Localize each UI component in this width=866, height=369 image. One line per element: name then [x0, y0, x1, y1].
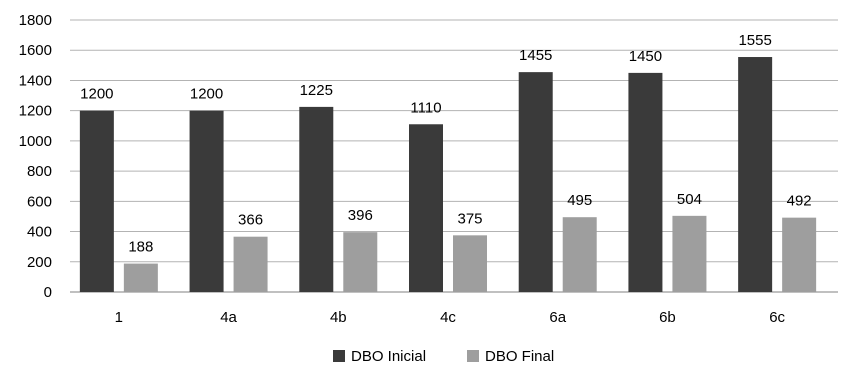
data-label: 1110 [410, 99, 441, 116]
y-tick-label: 800 [27, 163, 52, 180]
bar-dbo-final [782, 217, 817, 292]
x-tick-label: 4a [220, 309, 237, 326]
y-tick-label: 0 [44, 284, 52, 301]
x-tick-label: 6b [659, 309, 676, 326]
y-tick-label: 200 [27, 254, 52, 271]
legend-swatch [467, 350, 479, 362]
y-tick-label: 1600 [19, 42, 52, 59]
data-label: 1200 [190, 86, 223, 103]
y-tick-label: 1200 [19, 103, 52, 120]
legend: DBO Inicial DBO Final [333, 348, 554, 365]
data-label: 375 [457, 210, 482, 227]
bar-dbo-final [123, 263, 158, 292]
bar-dbo-final [453, 235, 487, 292]
bar-dbo-inicial [518, 72, 553, 292]
data-label: 1455 [519, 47, 552, 64]
data-label: 1450 [629, 48, 662, 65]
data-label: 495 [567, 192, 592, 209]
y-tick-label: 400 [27, 224, 52, 241]
bar-dbo-inicial [628, 72, 663, 292]
data-label: 1200 [80, 86, 113, 103]
bar-dbo-final [672, 215, 707, 292]
bar-dbo-inicial [738, 57, 773, 293]
bar-dbo-inicial [409, 124, 443, 293]
bar-dbo-final [562, 217, 597, 292]
x-tick-label: 4b [330, 309, 347, 326]
x-tick-label: 6c [769, 309, 785, 326]
legend-swatch [333, 350, 345, 362]
x-tick-label: 1 [115, 309, 123, 326]
data-label: 492 [787, 193, 812, 210]
data-label: 1225 [300, 82, 333, 99]
data-label: 504 [677, 191, 702, 208]
y-tick-label: 1800 [19, 12, 52, 29]
bar-dbo-final [343, 232, 378, 292]
data-label: 1555 [738, 32, 771, 49]
x-tick-label: 6a [549, 309, 566, 326]
y-tick-label: 1000 [19, 133, 52, 150]
y-tick-label: 600 [27, 193, 52, 210]
y-tick-label: 1400 [19, 72, 52, 89]
data-label: 188 [128, 239, 153, 256]
data-label: 366 [238, 212, 263, 229]
legend-label: DBO Inicial [351, 348, 426, 365]
data-label: 396 [348, 207, 373, 224]
bar-dbo-inicial [299, 106, 334, 292]
legend-label: DBO Final [485, 348, 554, 365]
x-tick-label: 4c [440, 309, 456, 326]
y-axis: 0 200 400 600 800 1000 1200 1400 1600 1800 [19, 12, 52, 301]
bar-dbo-final [233, 236, 268, 292]
x-axis: 1 4a 4b 4c 6a 6b 6c [115, 309, 786, 326]
bar-dbo-inicial [189, 110, 224, 293]
bar-dbo-inicial [79, 110, 114, 293]
bars: 1200 1200 1225 1110 1455 1450 1555 188 366 396 375… [79, 32, 817, 293]
